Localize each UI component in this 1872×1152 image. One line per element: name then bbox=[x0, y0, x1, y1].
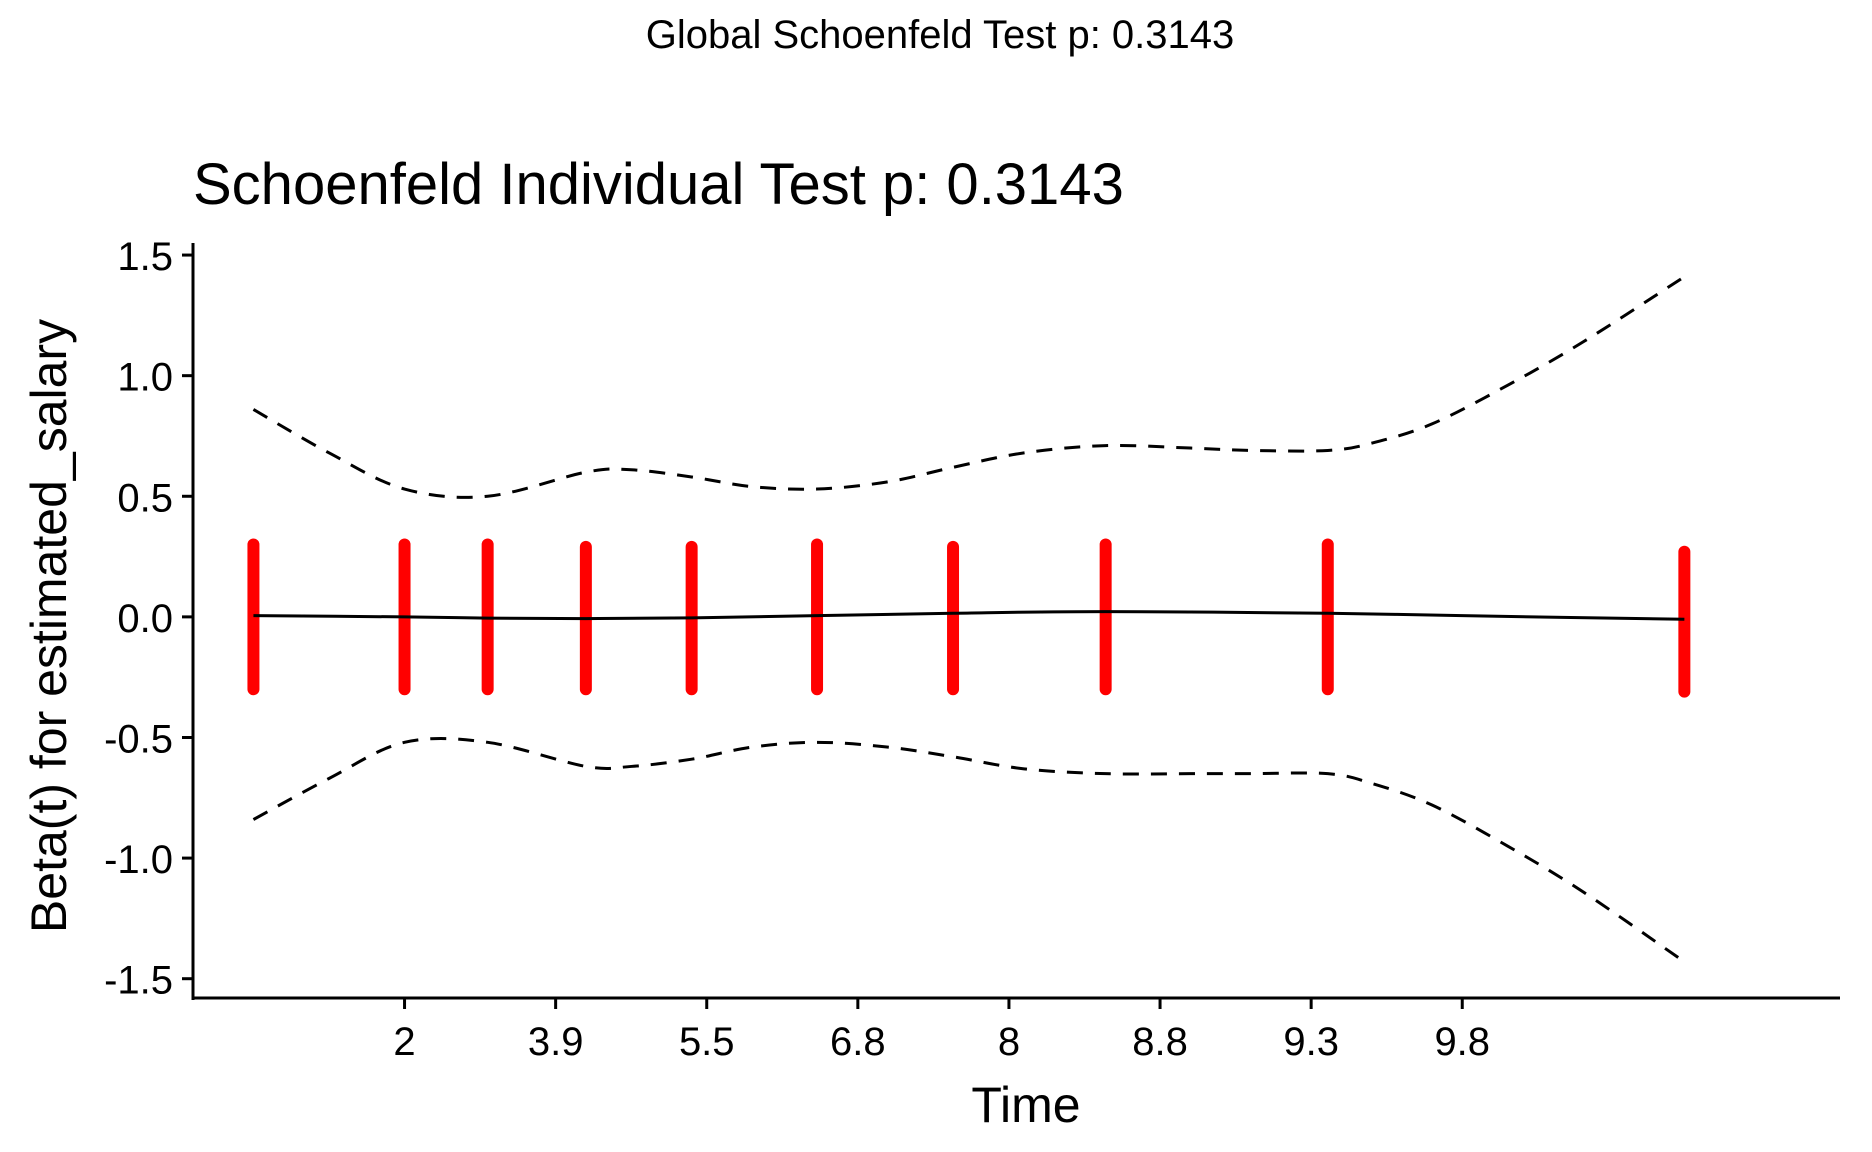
y-tick-label-1: 1.0 bbox=[117, 356, 173, 400]
x-tick-label-2: 5.5 bbox=[679, 1020, 735, 1064]
x-axis-label: Time bbox=[971, 1077, 1080, 1133]
individual-test-title: Schoenfeld Individual Test p: 0.3143 bbox=[193, 152, 1124, 217]
y-tick-label-5: -1.0 bbox=[104, 838, 173, 882]
y-tick-label-4: -0.5 bbox=[104, 717, 173, 761]
series-upper-ci bbox=[252, 275, 1686, 499]
y-tick-label-6: -1.5 bbox=[104, 959, 173, 1003]
y-ticks: 1.5 1.0 0.5 0.0 -0.5 -1.0 -1.5 bbox=[104, 235, 193, 1003]
x-tick-label-4: 8 bbox=[998, 1020, 1020, 1064]
x-tick-label-1: 3.9 bbox=[528, 1020, 584, 1064]
y-tick-label-0: 1.5 bbox=[117, 235, 173, 279]
series-lines bbox=[252, 275, 1686, 964]
global-test-title: Global Schoenfeld Test p: 0.3143 bbox=[646, 13, 1235, 57]
x-tick-label-7: 9.8 bbox=[1434, 1020, 1490, 1064]
x-tick-label-3: 6.8 bbox=[830, 1020, 886, 1064]
x-tick-label-5: 8.8 bbox=[1132, 1020, 1188, 1064]
x-tick-label-0: 2 bbox=[393, 1020, 415, 1064]
series-lower-ci bbox=[252, 737, 1686, 964]
y-tick-label-3: 0.0 bbox=[117, 597, 173, 641]
y-axis-label: Beta(t) for estimated_salary bbox=[21, 319, 77, 933]
x-ticks: 2 3.9 5.5 6.8 8 8.8 9.3 9.8 bbox=[393, 998, 1490, 1064]
y-tick-label-2: 0.5 bbox=[117, 476, 173, 520]
series-beta-t bbox=[253, 610, 1685, 621]
x-tick-label-6: 9.3 bbox=[1283, 1020, 1339, 1064]
